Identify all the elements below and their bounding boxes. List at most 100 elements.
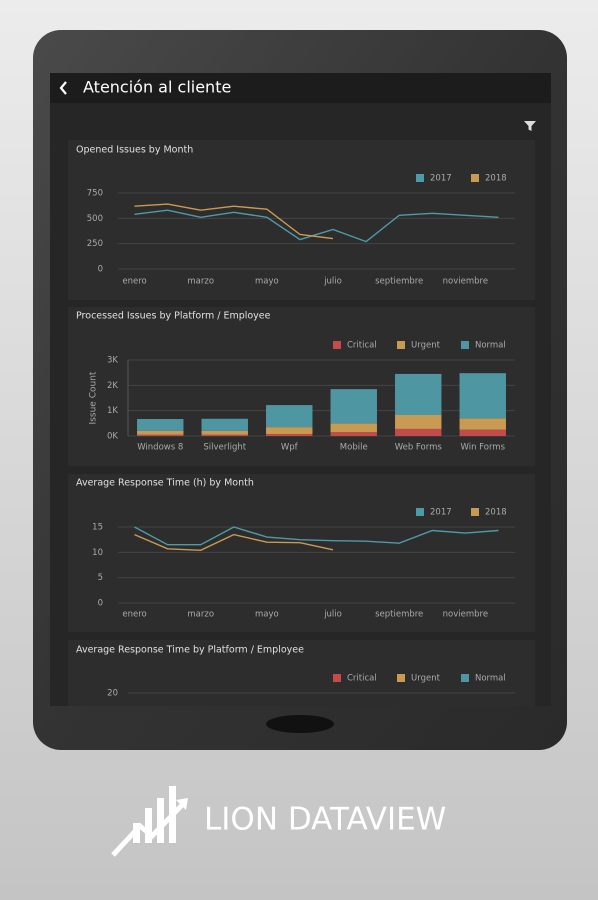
card-background [68, 640, 535, 706]
bar-segment [201, 430, 248, 435]
bar-segment [330, 389, 377, 424]
brand-logo [111, 786, 188, 857]
y-tick-label: 3K [107, 356, 118, 366]
logo-arrow-head [176, 798, 188, 810]
legend-label: Urgent [411, 674, 441, 684]
home-button[interactable] [266, 715, 334, 733]
bar-segment [266, 427, 313, 434]
legend-swatch [416, 508, 424, 516]
y-tick-label: 500 [87, 214, 103, 224]
bar-segment [459, 373, 506, 419]
data-line [134, 533, 334, 552]
bar-segment [137, 434, 184, 436]
chart-title: Processed Issues by Platform / Employee [76, 311, 271, 322]
legend-swatch [461, 674, 469, 682]
x-tick-label: noviembre [443, 277, 488, 287]
chart-card: Opened Issues by Month 2017 2018 0 250 500 750… [68, 140, 535, 300]
logo-arrow [111, 801, 186, 857]
bar-segment [137, 430, 184, 435]
bar-segment [201, 434, 248, 436]
y-tick-label: 15 [92, 523, 103, 533]
chart-card: Average Response Time (h) by Month 2017 20… [68, 474, 535, 632]
logo-bar [145, 808, 152, 843]
legend-swatch [333, 674, 341, 682]
chart-title: Opened Issues by Month [76, 145, 193, 156]
legend-label: 2017 [430, 174, 452, 184]
y-tick-label: 250 [87, 239, 103, 249]
x-tick-label: Web Forms [395, 443, 443, 453]
app-title: Atención al cliente [83, 78, 231, 97]
dashboard: Opened Issues by Month 2017 2018 0 250 500 750… [68, 140, 535, 706]
logo-bar [157, 798, 164, 843]
y-tick-label: 5 [98, 573, 103, 583]
y-tick-label: 750 [87, 189, 103, 199]
legend-label: Critical [347, 674, 377, 684]
chart-card: Average Response Time by Platform / Empl… [68, 640, 535, 706]
legend-swatch [333, 341, 341, 349]
y-tick-label: 20 [107, 689, 118, 699]
y-tick-label: 0K [107, 432, 118, 442]
y-axis-label: Issue Count [89, 371, 99, 424]
bar-segment [459, 429, 506, 436]
x-tick-label: Win Forms [460, 443, 505, 453]
card-background [68, 474, 535, 632]
card-background [68, 140, 535, 300]
x-tick-label: Mobile [340, 443, 368, 453]
x-tick-label: julio [323, 277, 342, 287]
x-tick-label: enero [122, 610, 146, 620]
y-tick-label: 0 [98, 265, 103, 275]
chart-title: Average Response Time by Platform / Empl… [76, 645, 304, 656]
bar-segment [395, 414, 442, 429]
y-tick-label: 1K [107, 406, 118, 416]
bar-segment [266, 405, 313, 428]
legend-swatch [471, 508, 479, 516]
y-tick-label: 2K [107, 381, 118, 391]
x-tick-label: Wpf [281, 443, 299, 453]
legend-swatch [416, 174, 424, 182]
bar-segment [137, 419, 184, 431]
x-tick-label: Silverlight [203, 443, 246, 453]
x-tick-label: mayo [255, 277, 279, 287]
data-line [134, 203, 334, 240]
brand-name: LION DATAVIEW [204, 802, 446, 838]
card-background [68, 307, 535, 466]
filter-icon[interactable] [524, 121, 536, 131]
bar-segment [201, 418, 248, 431]
legend-label: Normal [475, 674, 506, 684]
legend-swatch [397, 674, 405, 682]
data-line [134, 209, 499, 243]
bar-segment [330, 432, 377, 436]
y-tick-label: 10 [92, 548, 103, 558]
x-tick-label: marzo [187, 610, 214, 620]
bar-segment [459, 418, 506, 430]
chart-card: Processed Issues by Platform / Employee C… [68, 307, 535, 466]
chart-title: Average Response Time (h) by Month [76, 478, 254, 489]
x-tick-label: mayo [255, 610, 279, 620]
x-tick-label: septiembre [375, 610, 423, 620]
legend-swatch [471, 174, 479, 182]
bar-segment [395, 373, 442, 415]
bar-segment [395, 428, 442, 436]
legend-swatch [461, 341, 469, 349]
legend-swatch [397, 341, 405, 349]
bar-segment [330, 423, 377, 433]
x-tick-label: julio [323, 610, 342, 620]
data-line [134, 526, 499, 546]
x-tick-label: septiembre [375, 277, 423, 287]
legend-label: 2018 [485, 174, 507, 184]
legend-label: Urgent [411, 341, 441, 351]
back-button[interactable] [59, 81, 67, 95]
legend-label: Critical [347, 341, 377, 351]
bar-segment [266, 433, 313, 436]
x-tick-label: Windows 8 [137, 443, 183, 453]
x-tick-label: noviembre [443, 610, 488, 620]
legend-label: 2018 [485, 508, 507, 518]
legend-label: 2017 [430, 508, 452, 518]
x-tick-label: marzo [187, 277, 214, 287]
legend-label: Normal [475, 341, 506, 351]
app-bar [50, 73, 551, 103]
y-tick-label: 0 [98, 599, 103, 609]
x-tick-label: enero [122, 277, 146, 287]
